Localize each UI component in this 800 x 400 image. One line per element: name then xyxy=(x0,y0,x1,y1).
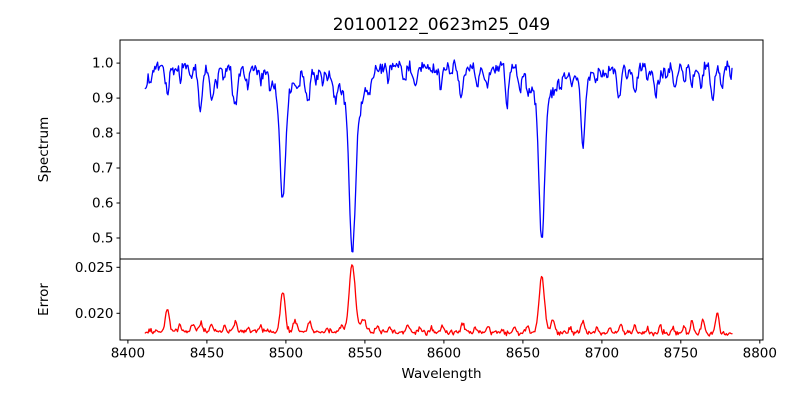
curves-layer xyxy=(144,59,733,337)
y-tick-label: 0.5 xyxy=(92,231,113,247)
x-tick-label: 8650 xyxy=(506,346,540,362)
chart-title: 20100122_0623m25_049 xyxy=(333,15,550,35)
x-tick-label: 8800 xyxy=(743,346,777,362)
x-tick-label: 8500 xyxy=(269,346,303,362)
y-tick-label: 0.6 xyxy=(92,196,113,212)
spectrum-axes-frame xyxy=(119,39,764,260)
y-tick-label: 0.9 xyxy=(92,91,113,107)
y-tick-label: 0.7 xyxy=(92,161,113,177)
y-tick-label: 0.8 xyxy=(92,126,113,142)
error-axes-frame xyxy=(119,258,764,341)
y-tick-label: 1.0 xyxy=(92,56,113,72)
error-line xyxy=(144,264,733,337)
spectrum-y-axis-label: Spectrum xyxy=(36,117,52,182)
error-y-axis-label: Error xyxy=(36,283,52,316)
y-tick-label: 0.025 xyxy=(75,260,114,276)
y-tick-label: 0.020 xyxy=(75,306,114,322)
x-tick-label: 8600 xyxy=(427,346,461,362)
x-tick-label: 8700 xyxy=(585,346,619,362)
x-tick-label: 8450 xyxy=(190,346,224,362)
x-tick-label: 8400 xyxy=(111,346,145,362)
x-tick-label: 8750 xyxy=(664,346,698,362)
x-axis-label: Wavelength xyxy=(401,366,481,382)
x-tick-label: 8550 xyxy=(348,346,382,362)
spectrum-line xyxy=(144,59,733,253)
axis-ticks: 8400 8450 8500 8550 8600 8650 8700 8750 8800 1.0 0… xyxy=(75,56,777,362)
